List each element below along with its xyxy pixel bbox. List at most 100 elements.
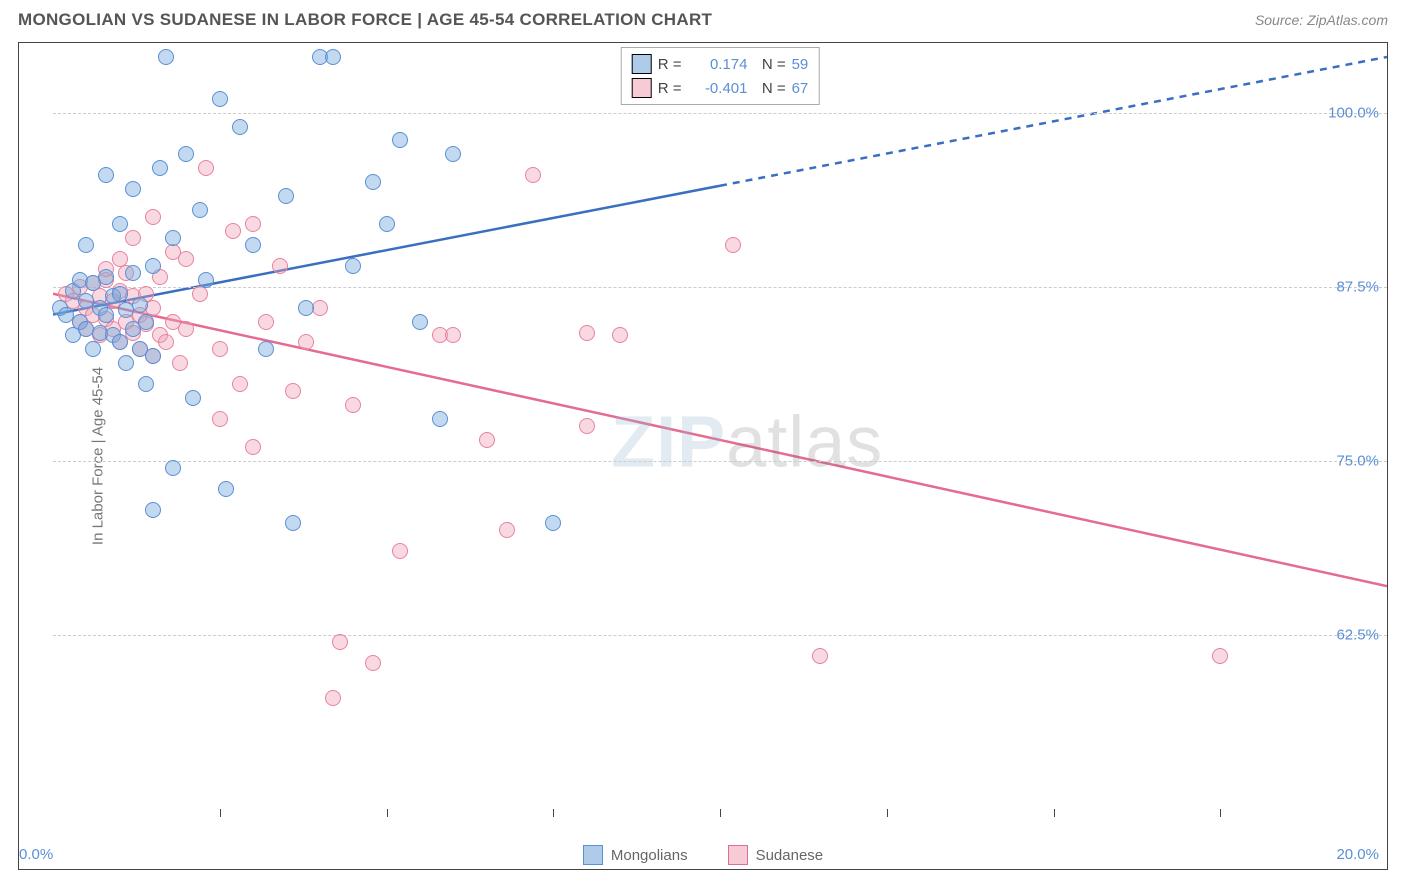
data-point (579, 325, 595, 341)
data-point (138, 314, 154, 330)
data-point (1212, 648, 1228, 664)
data-point (132, 297, 148, 313)
data-point (525, 167, 541, 183)
series-legend: Mongolians Sudanese (19, 845, 1387, 865)
data-point (172, 355, 188, 371)
data-point (145, 258, 161, 274)
data-point (345, 397, 361, 413)
data-point (278, 188, 294, 204)
data-point (125, 265, 141, 281)
data-point (118, 355, 134, 371)
data-point (285, 515, 301, 531)
x-tick (1054, 809, 1055, 817)
legend-r-label: R = (658, 56, 682, 73)
data-point (258, 314, 274, 330)
data-point (285, 383, 301, 399)
x-tick (220, 809, 221, 817)
data-point (198, 272, 214, 288)
legend-label: Sudanese (756, 847, 824, 864)
data-point (579, 418, 595, 434)
x-tick (1387, 809, 1388, 817)
y-tick-label: 62.5% (1336, 626, 1379, 643)
x-tick (887, 809, 888, 817)
data-point (258, 341, 274, 357)
data-point (165, 460, 181, 476)
data-point (232, 376, 248, 392)
x-tick (1220, 809, 1221, 817)
data-point (112, 286, 128, 302)
legend-r-label: R = (658, 80, 682, 97)
y-tick-label: 75.0% (1336, 452, 1379, 469)
legend-r-value-pink: -0.401 (687, 80, 747, 97)
legend-row-pink: R = -0.401 N = 67 (632, 76, 809, 100)
source-label: Source: ZipAtlas.com (1255, 12, 1388, 28)
data-point (192, 202, 208, 218)
data-point (112, 334, 128, 350)
watermark-thin: atlas (726, 402, 883, 482)
data-point (158, 334, 174, 350)
data-point (499, 522, 515, 538)
data-point (612, 327, 628, 343)
data-point (218, 481, 234, 497)
data-point (325, 49, 341, 65)
data-point (212, 341, 228, 357)
data-point (245, 216, 261, 232)
watermark-bold: ZIP (611, 402, 726, 482)
data-point (365, 655, 381, 671)
legend-n-value-blue: 59 (792, 56, 809, 73)
data-point (545, 515, 561, 531)
watermark: ZIPatlas (611, 401, 883, 483)
data-point (98, 307, 114, 323)
data-point (138, 376, 154, 392)
data-point (125, 181, 141, 197)
grid-line (53, 635, 1387, 636)
chart-title: MONGOLIAN VS SUDANESE IN LABOR FORCE | A… (18, 10, 712, 30)
data-point (185, 390, 201, 406)
data-point (85, 341, 101, 357)
data-point (812, 648, 828, 664)
data-point (152, 160, 168, 176)
data-point (232, 119, 248, 135)
y-tick-label: 100.0% (1328, 104, 1379, 121)
data-point (198, 160, 214, 176)
data-point (325, 690, 341, 706)
data-point (332, 634, 348, 650)
legend-n-label: N = (753, 80, 785, 97)
legend-swatch-blue (632, 54, 652, 74)
data-point (98, 167, 114, 183)
data-point (78, 237, 94, 253)
legend-n-label: N = (753, 56, 785, 73)
data-point (365, 174, 381, 190)
grid-line (53, 287, 1387, 288)
data-point (312, 300, 328, 316)
data-point (392, 543, 408, 559)
data-point (412, 314, 428, 330)
chart-container: In Labor Force | Age 45-54 ZIPatlas R = … (18, 42, 1388, 870)
legend-swatch-icon (583, 845, 603, 865)
data-point (479, 432, 495, 448)
grid-line (53, 113, 1387, 114)
data-point (158, 49, 174, 65)
data-point (245, 439, 261, 455)
data-point (178, 251, 194, 267)
plot-area: ZIPatlas R = 0.174 N = 59 R = -0.401 N =… (53, 43, 1387, 809)
data-point (392, 132, 408, 148)
legend-swatch-pink (632, 78, 652, 98)
data-point (445, 327, 461, 343)
data-point (298, 300, 314, 316)
data-point (145, 209, 161, 225)
data-point (112, 251, 128, 267)
data-point (212, 411, 228, 427)
data-point (225, 223, 241, 239)
data-point (145, 348, 161, 364)
data-point (245, 237, 261, 253)
data-point (298, 334, 314, 350)
legend-r-value-blue: 0.174 (687, 56, 747, 73)
data-point (112, 216, 128, 232)
legend-item-sudanese: Sudanese (728, 845, 824, 865)
x-tick (720, 809, 721, 817)
y-tick-label: 87.5% (1336, 278, 1379, 295)
legend-swatch-icon (728, 845, 748, 865)
data-point (432, 411, 448, 427)
legend-n-value-pink: 67 (792, 80, 809, 97)
